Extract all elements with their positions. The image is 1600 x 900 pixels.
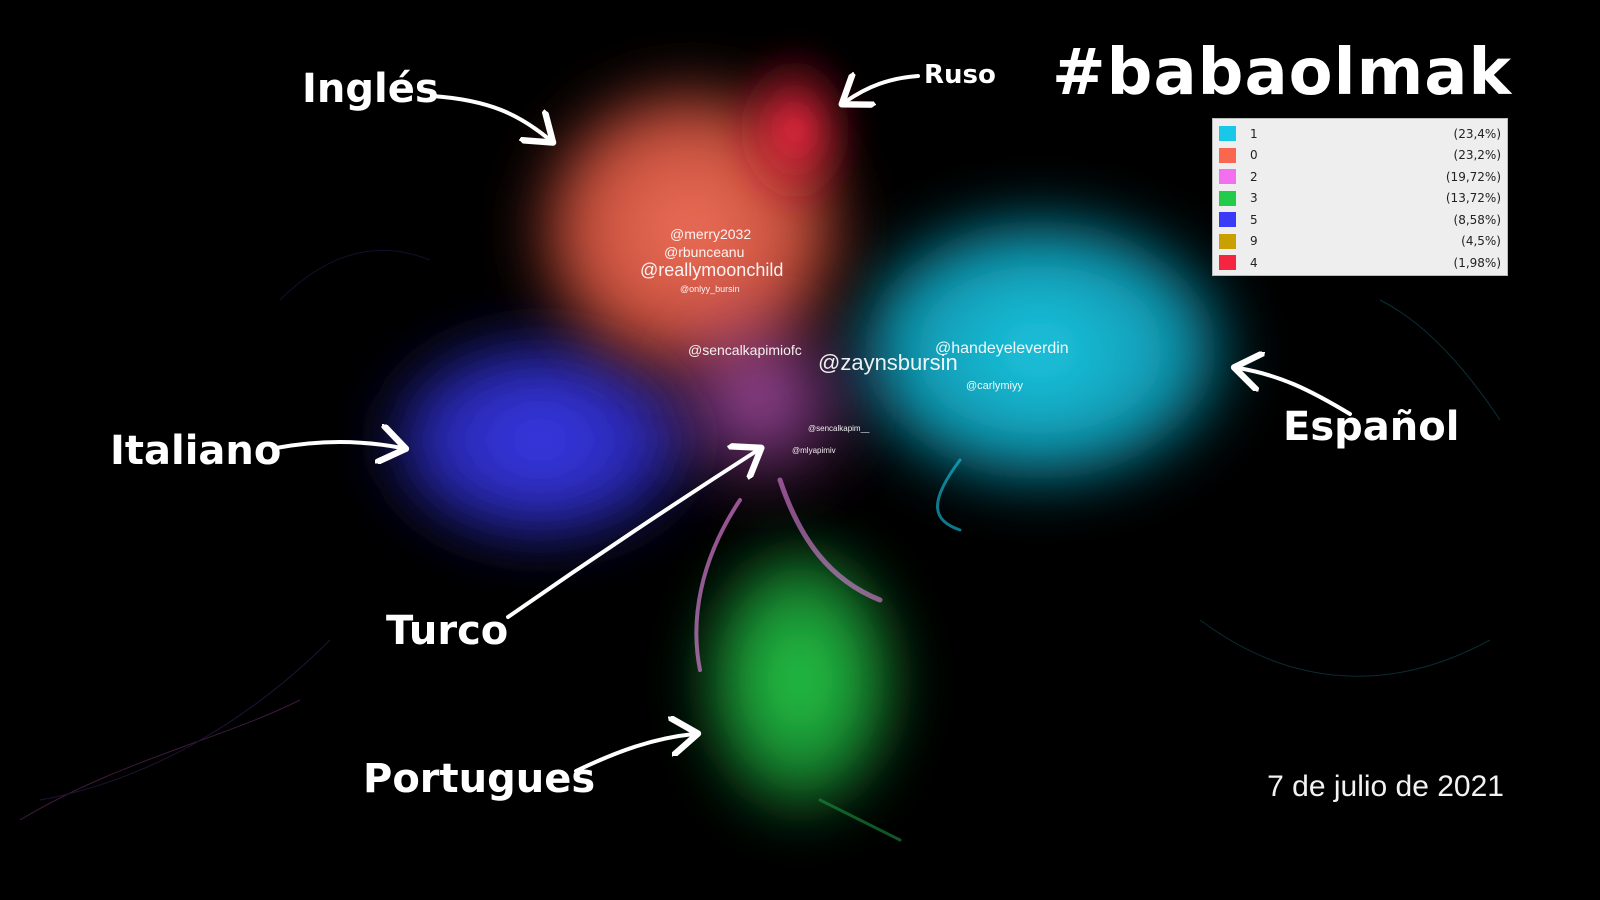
node-label-merry2032: @merry2032 — [670, 226, 752, 242]
legend-row: 5 (8,58%) — [1219, 209, 1501, 231]
node-label-sencalkapim: @sencalkapim__ — [808, 424, 870, 433]
label-ingles: Inglés — [302, 66, 439, 112]
legend-percent: (8,58%) — [1453, 212, 1501, 227]
label-turco: Turco — [386, 608, 509, 654]
arrow-turco — [506, 450, 758, 619]
legend-percent: (1,98%) — [1453, 255, 1501, 270]
cluster-blobs — [370, 40, 1250, 830]
arrow-espanol — [1238, 368, 1352, 416]
cluster-red — [725, 40, 865, 220]
cluster-cyan — [830, 200, 1250, 500]
legend-swatch — [1219, 255, 1236, 271]
legend-row: 4 (1,98%) — [1219, 252, 1501, 274]
legend-id: 5 — [1250, 212, 1258, 227]
legend-id: 4 — [1250, 255, 1258, 270]
legend: 1 (23,4%) 0 (23,2%) 2 (19,72%) 3 (13,72%) 5 (8,58… — [1212, 118, 1508, 276]
legend-percent: (23,4%) — [1453, 126, 1501, 141]
arrow-portugues — [574, 734, 694, 773]
cluster-green — [690, 530, 910, 830]
label-espanol: Español — [1283, 404, 1460, 450]
legend-swatch — [1219, 212, 1236, 228]
node-label-zaynsbursin: @zaynsbursin — [818, 350, 958, 375]
node-label-onlyy-bursin: @onlyy_bursin — [680, 284, 740, 294]
legend-id: 1 — [1250, 126, 1258, 141]
annotation-arrows — [274, 76, 1352, 773]
cluster-pink — [640, 290, 880, 510]
legend-row: 1 (23,4%) — [1219, 123, 1501, 145]
edge-curves — [694, 458, 962, 842]
arrow-ruso — [845, 76, 920, 102]
arrow-italiano — [274, 442, 402, 448]
legend-percent: (4,5%) — [1461, 234, 1501, 249]
arrow-ingles — [430, 94, 550, 140]
legend-row: 2 (19,72%) — [1219, 166, 1501, 188]
node-label-rbunceanu: @rbunceanu — [664, 244, 745, 260]
legend-row: 3 (13,72%) — [1219, 188, 1501, 210]
legend-swatch — [1219, 169, 1236, 185]
node-label-reallymoonchild: @reallymoonchild — [640, 260, 784, 280]
legend-id: 2 — [1250, 169, 1258, 184]
label-ruso: Ruso — [924, 60, 996, 90]
legend-swatch — [1219, 190, 1236, 206]
legend-id: 9 — [1250, 234, 1258, 249]
page-title: #babaolmak — [1052, 36, 1512, 110]
legend-row: 9 (4,5%) — [1219, 231, 1501, 253]
legend-row: 0 (23,2%) — [1219, 145, 1501, 167]
label-italiano: Italiano — [110, 428, 282, 474]
legend-percent: (19,72%) — [1445, 169, 1501, 184]
background-edges — [19, 249, 1501, 821]
node-label-carlymiyy: @carlymiyy — [966, 380, 1023, 392]
legend-percent: (13,72%) — [1445, 191, 1501, 206]
legend-id: 3 — [1250, 191, 1258, 206]
legend-swatch — [1219, 126, 1236, 142]
date-label: 7 de julio de 2021 — [1267, 770, 1504, 803]
cluster-blue — [370, 325, 710, 555]
legend-swatch — [1219, 233, 1236, 249]
legend-percent: (23,2%) — [1453, 148, 1501, 163]
node-label-hande: @handeyeleverdin — [935, 340, 1069, 357]
legend-id: 0 — [1250, 148, 1258, 163]
label-portugues: Portugues — [363, 756, 596, 802]
node-label-sencalkapimiofc: @sencalkapimiofc — [688, 342, 802, 358]
legend-swatch — [1219, 147, 1236, 163]
node-label-mlyapimiv: @mlyapimiv — [792, 446, 836, 455]
